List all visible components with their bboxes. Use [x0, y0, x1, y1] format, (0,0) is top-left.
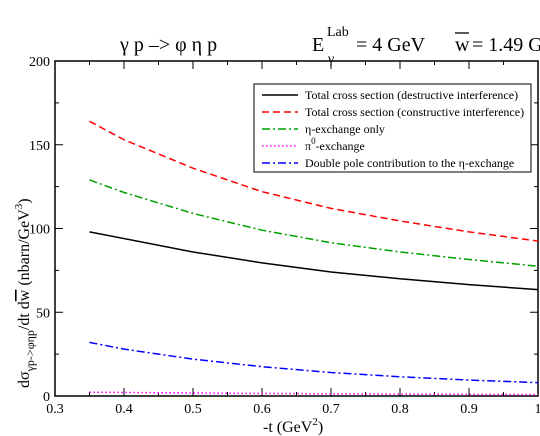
y-tick-label: 100 [29, 223, 50, 238]
series-line-3 [89, 179, 539, 267]
x-tick-label: 0.9 [460, 402, 478, 417]
series-line-4 [89, 391, 539, 396]
energy-value: = 4 GeV [356, 34, 426, 56]
data-curves [89, 120, 539, 396]
series-line-1 [89, 231, 539, 291]
legend-label-2: Total cross section (constructive interf… [305, 105, 524, 119]
legend-box [253, 83, 532, 173]
x-tick-label: 0.7 [322, 402, 340, 417]
axis-ticks: 0.3 0.4 0.5 0.6 0.7 0.8 0.9 1 0 50 100 150 200 [29, 55, 540, 417]
series-line-5 [89, 341, 539, 384]
w-value: = 1.49 GeV [472, 34, 540, 56]
y-tick-label: 200 [29, 55, 50, 70]
x-tick-label: 1 [535, 402, 540, 417]
y-tick-label: 50 [36, 306, 50, 321]
energy-symbol: E [312, 34, 324, 56]
legend-label-4: π0-exchange [305, 136, 365, 153]
energy-superscript: Lab [327, 25, 349, 40]
chart-header: γ p –> φ η p E γ Lab = 4 GeV w = 1.49 Ge… [119, 25, 540, 67]
reaction-label: γ p –> φ η p [119, 34, 217, 56]
y-tick-label: 0 [43, 390, 50, 405]
y-tick-label: 150 [29, 139, 50, 154]
x-axis-label: -t (GeV2) [263, 416, 323, 436]
legend-label-5: Double pole contribution to the η-exchan… [305, 156, 514, 170]
legend-label-3: η-exchange only [305, 122, 385, 136]
x-tick-label: 0.3 [46, 402, 64, 417]
x-tick-label: 0.5 [184, 402, 202, 417]
legend: Total cross section (destructive interfe… [253, 83, 532, 173]
x-tick-label: 0.4 [115, 402, 133, 417]
y-axis-label: dσγp->φηp/dt dw (nbarn/GeV3) [13, 198, 37, 388]
energy-subscript: γ [327, 52, 334, 67]
w-symbol: w [455, 34, 470, 56]
series-line-2 [89, 120, 539, 242]
x-tick-label: 0.6 [253, 402, 271, 417]
legend-entries: Total cross section (destructive interfe… [262, 88, 524, 170]
legend-label-1: Total cross section (destructive interfe… [305, 88, 518, 102]
x-tick-label: 0.8 [391, 402, 409, 417]
